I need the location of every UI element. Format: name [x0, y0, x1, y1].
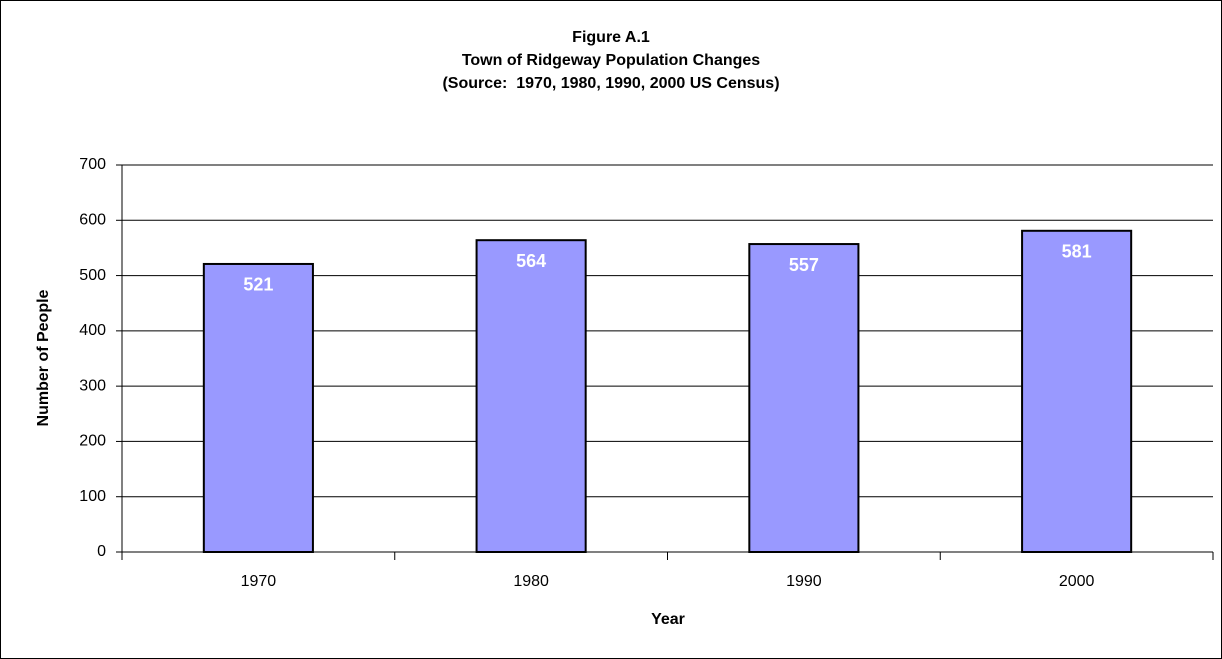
- y-tick-label: 0: [97, 543, 106, 560]
- y-axis-title: Number of People: [35, 289, 52, 426]
- data-label: 564: [516, 251, 546, 271]
- y-tick-label: 600: [79, 212, 106, 229]
- x-tick-label: 1980: [513, 573, 549, 590]
- x-axis-title: Year: [651, 611, 685, 628]
- y-tick-label: 500: [79, 267, 106, 284]
- chart-title: Town of Ridgeway Population Changes: [462, 52, 760, 69]
- x-tick-label: 2000: [1059, 573, 1095, 590]
- chart-title: Figure A.1: [572, 29, 650, 46]
- x-tick-label: 1990: [786, 573, 822, 590]
- chart-title: (Source: 1970, 1980, 1990, 2000 US Censu…: [442, 75, 779, 92]
- bar: [1021, 229, 1133, 553]
- y-tick-label: 300: [79, 377, 106, 394]
- bar: [202, 262, 314, 553]
- y-tick-label: 700: [79, 156, 106, 173]
- y-tick-label: 200: [79, 433, 106, 450]
- x-tick-label: 1970: [241, 573, 277, 590]
- bar: [475, 239, 587, 553]
- data-label: 521: [243, 275, 273, 295]
- data-label: 557: [789, 255, 819, 275]
- data-label: 581: [1062, 242, 1092, 262]
- bar: [748, 243, 860, 554]
- y-tick-label: 400: [79, 322, 106, 339]
- y-tick-label: 100: [79, 488, 106, 505]
